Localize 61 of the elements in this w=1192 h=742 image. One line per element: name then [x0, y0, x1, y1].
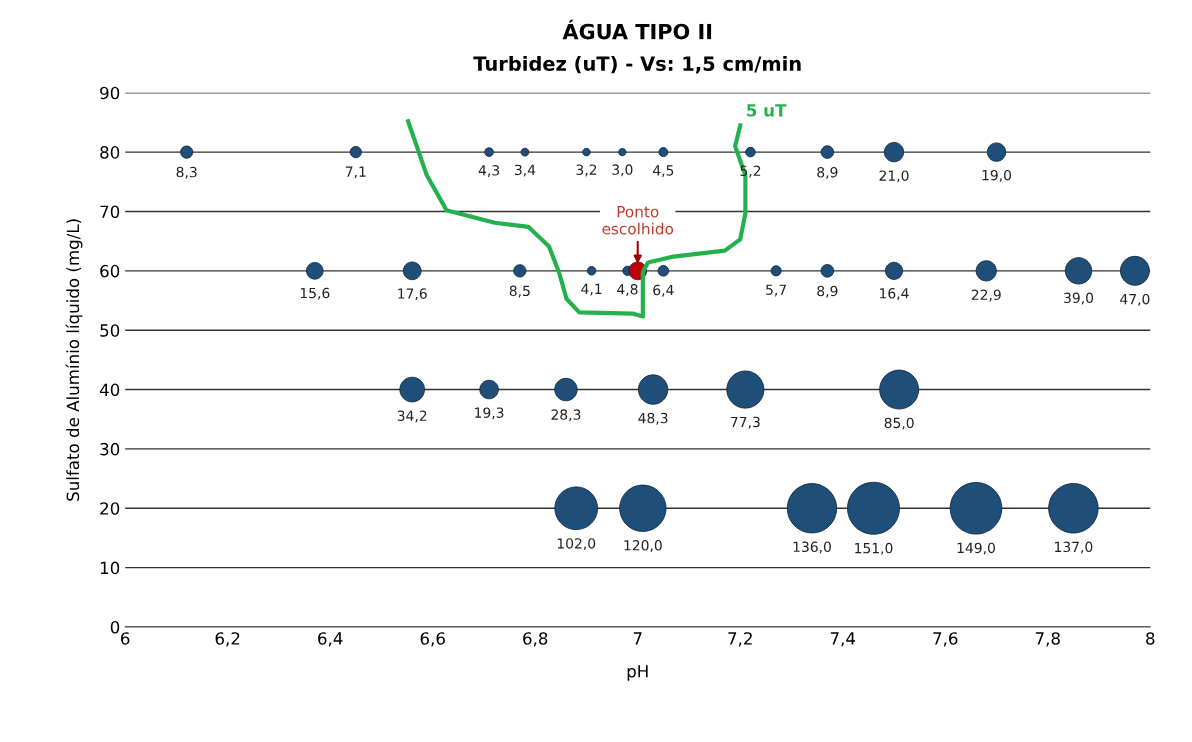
y-axis-title: Sulfato de Alumínio líquido (mg/L): [65, 219, 83, 501]
x-axis-title: pH: [627, 665, 648, 681]
annotation: 3,2: [576, 164, 597, 177]
annotation: 3,4: [514, 164, 536, 177]
annotation: 8,9: [817, 167, 838, 179]
annotation: 77,3: [731, 416, 760, 429]
x-tick-label: 6,2: [215, 632, 240, 647]
annotation: 16,4: [880, 287, 909, 300]
y-tick-label: 80: [100, 146, 120, 159]
annotation: 19,0: [982, 169, 1012, 182]
annotation: 28,3: [551, 409, 581, 422]
y-tick-label: 70: [100, 205, 120, 219]
x-tick-label: 6: [121, 632, 130, 645]
annotation: 8,5: [509, 285, 530, 298]
annotation: 85,0: [884, 417, 914, 430]
annotation: 47,0: [1120, 293, 1150, 306]
y-tick-label: 20: [100, 502, 120, 515]
chart-subtitle: Turbidez (uT) - Vs: 1,5 cm/min: [473, 55, 801, 74]
x-tick-label: 7,2: [728, 632, 752, 647]
annotation: 4,3: [478, 165, 500, 177]
y-tick-label: 60: [100, 264, 120, 278]
annotation: 4,8: [617, 284, 638, 296]
x-tick-label: 7,4: [830, 632, 856, 647]
annotation: 15,6: [300, 287, 330, 300]
annotation: 8,3: [176, 166, 197, 179]
annotation: 4,1: [581, 283, 602, 296]
x-tick-label: 6,4: [318, 632, 343, 647]
x-tick-label: 7,8: [1035, 632, 1060, 647]
y-tick-label: 10: [100, 561, 120, 575]
x-tick-label: 7,6: [933, 632, 958, 647]
annotation: 48,3: [638, 412, 668, 425]
annotation: 5,7: [766, 284, 786, 297]
annotation: 21,0: [879, 170, 909, 183]
y-tick-label: 0: [110, 620, 120, 634]
annotation: 4,5: [652, 165, 674, 178]
annotation: 17,6: [398, 288, 427, 301]
annotation: 19,3: [475, 407, 504, 420]
x-tick-label: 6,6: [420, 632, 445, 647]
series-label: 5 uT: [747, 104, 787, 117]
annotation: 34,2: [397, 410, 427, 423]
y-tick-label: 40: [99, 383, 120, 397]
annotation: 6,4: [653, 284, 674, 297]
y-tick-label: 50: [100, 324, 120, 337]
annotation: 151,0: [855, 542, 893, 555]
annotation: 137,0: [1055, 541, 1093, 554]
x-tick-label: 7: [633, 632, 642, 645]
annotation: 3,0: [612, 164, 633, 177]
annotation: 149,0: [957, 542, 995, 555]
annotation: 102,0: [557, 538, 596, 551]
annotation: 22,9: [971, 289, 1001, 302]
annotation: 120,0: [624, 540, 662, 552]
y-tick-label: 90: [100, 86, 120, 100]
annotation: 39,0: [1064, 292, 1094, 305]
annotation: 7,1: [345, 166, 366, 179]
y-tick-label: 30: [100, 442, 120, 456]
annotation: 8,9: [817, 285, 838, 298]
annotation: Ponto escolhido: [602, 206, 674, 235]
x-tick-label: 6,8: [523, 632, 548, 647]
annotation: 136,0: [793, 541, 831, 554]
x-tick-label: 8: [1146, 632, 1155, 645]
chart-title: ÁGUA TIPO II: [562, 19, 712, 40]
